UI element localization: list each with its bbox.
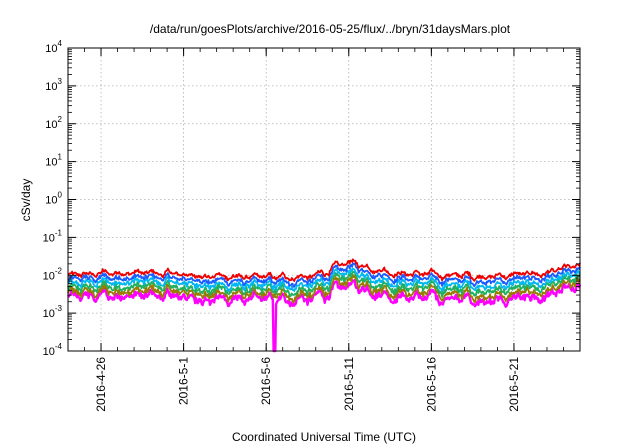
series-group xyxy=(66,258,582,353)
x-tick-label: 2016-4-26 xyxy=(94,357,108,412)
y-tick-label: 10-4 xyxy=(43,342,63,358)
y-axis: 104 103 102 101 100 10-1 10-2 10-3 10-4 xyxy=(43,39,580,358)
y-tick-label: 10-1 xyxy=(43,228,63,244)
x-axis-label: Coordinated Universal Time (UTC) xyxy=(232,430,416,444)
series-line-3 xyxy=(67,267,581,293)
x-tick-label: 2016-5-6 xyxy=(259,357,273,405)
y-tick-label: 104 xyxy=(45,39,62,55)
grid xyxy=(68,48,580,351)
series-line-5 xyxy=(67,274,581,304)
y-tick-label: 103 xyxy=(45,77,62,93)
y-tick-label: 100 xyxy=(45,191,62,207)
y-axis-label: cSv/day xyxy=(19,179,33,222)
y-tick-label: 10-3 xyxy=(43,304,63,320)
y-tick-label: 101 xyxy=(45,153,62,169)
series-line-2 xyxy=(67,262,581,288)
x-axis: 2016-4-26 2016-5-1 2016-5-6 2016-5-11 2016-5… xyxy=(84,48,564,412)
x-tick-label: 2016-5-11 xyxy=(342,357,356,411)
y-tick-label: 102 xyxy=(45,115,62,131)
x-tick-label: 2016-5-21 xyxy=(507,357,521,412)
chart-title: /data/run/goesPlots/archive/2016-05-25/f… xyxy=(150,22,511,36)
x-tick-label: 2016-5-1 xyxy=(177,357,191,405)
x-tick-label: 2016-5-16 xyxy=(424,357,438,412)
series-line-1 xyxy=(67,258,581,282)
y-tick-label: 10-2 xyxy=(43,266,63,282)
series-line-4 xyxy=(67,270,581,298)
